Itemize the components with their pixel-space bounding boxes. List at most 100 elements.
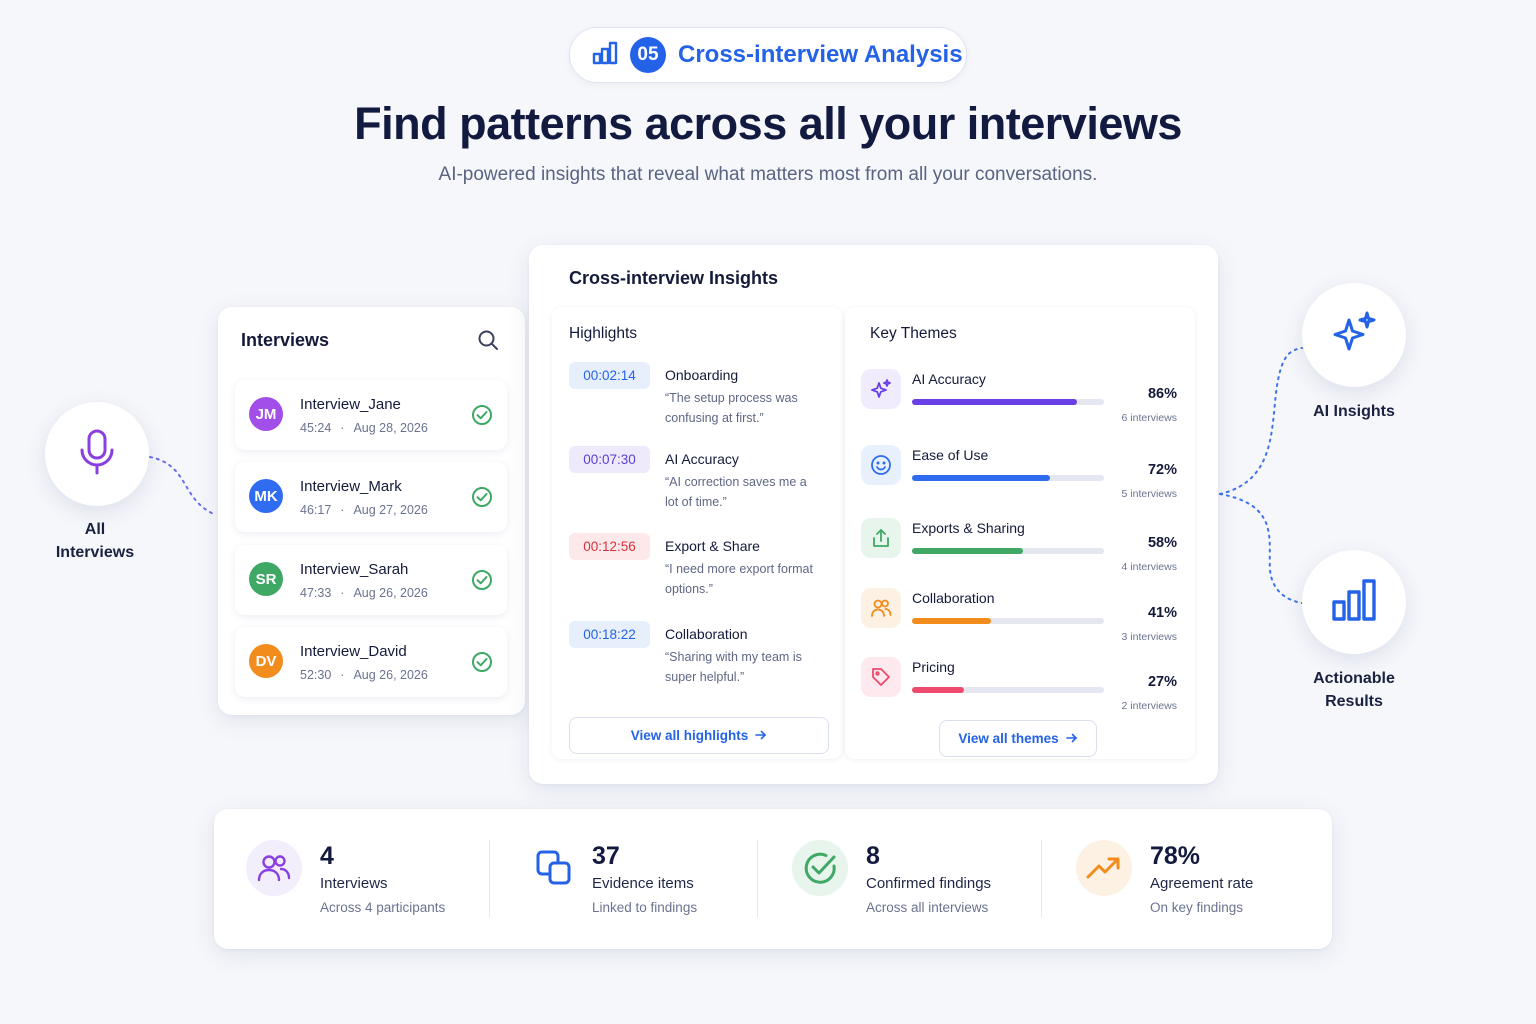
- theme-progress-fill: [912, 687, 964, 693]
- highlight-topic: AI Accuracy: [665, 451, 739, 467]
- theme-progress-bar: [912, 399, 1104, 405]
- stat-value: 8: [866, 842, 880, 870]
- timestamp-chip[interactable]: 00:18:22: [569, 621, 650, 648]
- themes-title: Key Themes: [870, 325, 957, 342]
- stat-sub: On key findings: [1150, 900, 1244, 915]
- theme-name: Exports & Sharing: [912, 520, 1025, 536]
- theme-percent: 72%: [1147, 462, 1177, 478]
- theme-interview-count: 6 interviews: [1121, 412, 1177, 424]
- interview-name: Interview_Sarah: [300, 561, 409, 578]
- interview-duration: 52:30: [300, 668, 332, 682]
- tag-icon: [861, 657, 901, 697]
- interview-meta: 52:30 · Aug 26, 2026: [300, 668, 428, 682]
- interview-name: Interview_David: [300, 643, 407, 660]
- highlight-quote: “The setup process was confusing at firs…: [665, 391, 798, 425]
- interview-meta: 46:17 · Aug 27, 2026: [300, 503, 428, 517]
- stat-sub: Across 4 participants: [320, 900, 446, 915]
- users-icon: [246, 840, 302, 896]
- timestamp-chip[interactable]: 00:12:56: [569, 533, 650, 560]
- interview-duration: 45:24: [300, 421, 332, 435]
- interview-duration: 47:33: [300, 586, 332, 600]
- highlight-quote: “I need more export format options.”: [665, 562, 813, 596]
- stat-value: 78%: [1150, 842, 1201, 870]
- meta-separator: ·: [340, 421, 345, 435]
- theme-interview-count: 5 interviews: [1121, 488, 1177, 500]
- interview-name: Interview_Jane: [300, 396, 401, 413]
- interview-meta: 45:24 · Aug 28, 2026: [300, 421, 428, 435]
- check-circle-icon: [471, 651, 493, 678]
- stat-sub: Linked to findings: [592, 900, 698, 915]
- bar-chart-icon: [1331, 578, 1377, 627]
- meta-separator: ·: [340, 503, 345, 517]
- arrow-right-icon: [755, 728, 767, 743]
- view-all-highlights-button[interactable]: View all highlights: [569, 717, 829, 754]
- interview-row[interactable]: DV Interview_David 52:30 · Aug 26, 2026: [235, 627, 507, 697]
- sparkle-icon: [861, 369, 901, 409]
- interview-row[interactable]: MK Interview_Mark 46:17 · Aug 27, 2026: [235, 462, 507, 532]
- interview-date: Aug 26, 2026: [353, 586, 428, 600]
- people-icon: [861, 588, 901, 628]
- stat-value: 37: [592, 842, 620, 870]
- divider: [1041, 840, 1042, 918]
- view-all-themes-button[interactable]: View all themes: [939, 720, 1097, 757]
- theme-percent: 86%: [1147, 386, 1177, 402]
- stat-label: Interviews: [320, 875, 388, 892]
- share-icon: [861, 518, 901, 558]
- theme-percent: 27%: [1147, 674, 1177, 690]
- avatar: MK: [249, 479, 283, 513]
- timestamp-chip[interactable]: 00:02:14: [569, 362, 650, 389]
- check-circle-icon: [471, 569, 493, 596]
- theme-progress-bar: [912, 548, 1104, 554]
- microphone-icon: [77, 428, 117, 481]
- interview-date: Aug 27, 2026: [353, 503, 428, 517]
- meta-separator: ·: [340, 586, 345, 600]
- actionable-results-node[interactable]: [1302, 550, 1406, 654]
- stat-sub: Across all interviews: [866, 900, 989, 915]
- search-icon[interactable]: [477, 329, 499, 356]
- highlights-title: Highlights: [569, 325, 638, 342]
- sparkle-icon: [1331, 310, 1377, 361]
- check-circle-icon: [471, 486, 493, 513]
- theme-name: Collaboration: [912, 590, 995, 606]
- divider: [757, 840, 758, 918]
- insights-title: Cross-interview Insights: [569, 268, 779, 288]
- bar-chart-icon: [592, 41, 618, 70]
- stat-label: Confirmed findings: [866, 875, 992, 892]
- theme-progress-bar: [912, 687, 1104, 693]
- theme-progress-bar: [912, 475, 1104, 481]
- theme-percent: 41%: [1147, 605, 1177, 621]
- interview-date: Aug 28, 2026: [353, 421, 428, 435]
- stat-label: Agreement rate: [1150, 875, 1254, 892]
- smile-icon: [861, 445, 901, 485]
- meta-separator: ·: [340, 668, 345, 682]
- actionable-results-label: Actionable Results: [1313, 670, 1395, 710]
- page-title: Find patterns across all your interviews: [354, 98, 1182, 149]
- section-badge: 05 Cross-interview Analysis: [569, 27, 967, 83]
- interviews-title: Interviews: [241, 330, 330, 350]
- theme-progress-fill: [912, 618, 991, 624]
- highlight-quote: “AI correction saves me a lot of time.”: [665, 475, 807, 509]
- stats-bar: [214, 809, 1332, 949]
- theme-interview-count: 3 interviews: [1121, 631, 1177, 643]
- theme-progress-fill: [912, 399, 1078, 405]
- timestamp-chip[interactable]: 00:07:30: [569, 446, 650, 473]
- check-circle-icon: [471, 404, 493, 431]
- highlight-topic: Collaboration: [665, 626, 748, 642]
- section-label: Cross-interview Analysis: [678, 41, 963, 68]
- theme-progress-fill: [912, 475, 1051, 481]
- all-interviews-node[interactable]: [45, 402, 149, 506]
- theme-percent: 58%: [1147, 535, 1177, 551]
- ai-insights-node[interactable]: [1302, 283, 1406, 387]
- page-subtitle: AI-powered insights that reveal what mat…: [438, 164, 1098, 185]
- interview-row[interactable]: JM Interview_Jane 45:24 · Aug 28, 2026: [235, 380, 507, 450]
- stat-label: Evidence items: [592, 875, 694, 892]
- copy-icon: [526, 840, 582, 896]
- interview-meta: 47:33 · Aug 26, 2026: [300, 586, 428, 600]
- interview-row[interactable]: SR Interview_Sarah 47:33 · Aug 26, 2026: [235, 545, 507, 615]
- theme-progress-fill: [912, 548, 1024, 554]
- interview-name: Interview_Mark: [300, 478, 402, 495]
- theme-name: Pricing: [912, 659, 955, 675]
- section-number: 05: [630, 37, 666, 73]
- theme-interview-count: 2 interviews: [1121, 700, 1177, 712]
